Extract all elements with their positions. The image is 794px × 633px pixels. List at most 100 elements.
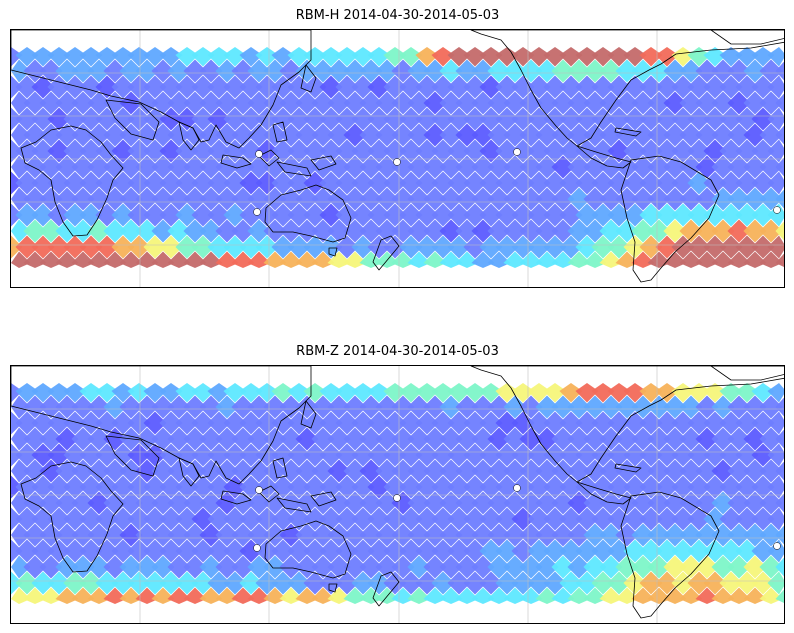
heat-cell — [783, 389, 784, 394]
heat-cell — [15, 171, 39, 195]
heat-cell — [415, 47, 439, 67]
heat-cell — [263, 155, 287, 179]
heat-cell — [479, 411, 503, 435]
heat-cell — [87, 491, 111, 515]
island-marker — [253, 208, 261, 216]
heat-cell — [263, 427, 287, 451]
coastline — [276, 497, 312, 513]
heat-cell — [663, 587, 687, 604]
heat-cell — [343, 523, 367, 547]
heat-cell — [295, 491, 319, 515]
heat-cell — [471, 187, 495, 211]
heat-cell — [543, 539, 567, 563]
heat-cell — [175, 47, 199, 67]
heat-cell — [607, 539, 631, 563]
heat-cell — [719, 107, 743, 131]
heat-cell — [703, 107, 727, 131]
heat-cell — [207, 539, 231, 563]
coastline — [220, 490, 252, 505]
coastline — [264, 520, 352, 579]
heat-cell — [687, 107, 711, 131]
heat-cell — [47, 139, 71, 163]
heat-cell — [103, 123, 127, 147]
heat-cell — [247, 251, 271, 268]
heat-cell — [519, 219, 543, 243]
heat-cell — [655, 75, 679, 99]
heat-cell — [103, 251, 127, 268]
heat-cell — [431, 507, 455, 531]
heat-cell — [495, 383, 519, 403]
heat-cell — [335, 443, 359, 467]
heat-cell — [711, 219, 735, 243]
heat-cell — [719, 47, 743, 67]
heat-cell — [271, 139, 295, 163]
heat-cell — [527, 475, 551, 499]
heat-cell — [551, 251, 575, 268]
heat-cell — [319, 139, 343, 163]
heat-cell — [759, 187, 783, 211]
heat-cell — [391, 523, 415, 547]
heat-cell — [247, 123, 271, 147]
heat-cell — [295, 91, 319, 115]
heat-cell — [687, 507, 711, 531]
heat-cell — [367, 507, 391, 531]
heat-cell — [79, 203, 103, 227]
heat-cell — [255, 75, 279, 99]
heat-cell — [151, 491, 175, 515]
heat-cell — [431, 571, 455, 595]
heat-cell — [31, 475, 55, 499]
heat-cell — [295, 219, 319, 243]
heat-cell — [631, 155, 655, 179]
heat-cell — [111, 139, 135, 163]
heat-cell — [351, 507, 375, 531]
map-panel-rbm-z — [10, 365, 785, 624]
heat-cell — [39, 587, 63, 604]
heat-cell — [151, 427, 175, 451]
heat-cell — [679, 187, 703, 211]
heat-cell — [679, 219, 703, 243]
heat-cell — [111, 235, 135, 259]
heat-cell — [703, 383, 727, 403]
heat-cell — [143, 571, 167, 595]
heat-cell — [47, 571, 71, 595]
heat-cell — [327, 219, 351, 243]
heat-cell — [607, 475, 631, 499]
heat-cell — [239, 139, 263, 163]
heat-cell — [711, 123, 735, 147]
heat-cell — [599, 491, 623, 515]
heat-cell — [335, 507, 359, 531]
heat-cell — [695, 251, 719, 268]
heat-cell — [303, 107, 327, 131]
heat-cell — [487, 491, 511, 515]
heat-cell — [71, 587, 95, 604]
heat-cell — [335, 411, 359, 435]
heat-cell — [399, 475, 423, 499]
heat-cell — [39, 219, 63, 243]
heat-cell — [447, 539, 471, 563]
heat-cell — [231, 395, 255, 419]
heat-cell — [367, 139, 391, 163]
heat-cell — [591, 203, 615, 227]
heat-cell — [631, 187, 655, 211]
heat-cell — [415, 539, 439, 563]
heat-cell — [103, 587, 127, 604]
heat-cell — [303, 539, 327, 563]
heat-cell — [559, 235, 583, 259]
heat-cell — [663, 187, 687, 211]
heat-cell — [31, 571, 55, 595]
heat-cell — [559, 383, 583, 403]
heat-cell — [559, 75, 583, 99]
heat-cell — [71, 523, 95, 547]
heat-cell — [783, 420, 784, 426]
heat-cell — [47, 475, 71, 499]
heat-cell — [479, 507, 503, 531]
heat-cell — [551, 555, 575, 579]
heat-cell — [751, 75, 775, 99]
heat-cell — [623, 539, 647, 563]
heat-cell — [31, 235, 55, 259]
heat-cell — [455, 155, 479, 179]
heat-cell — [279, 427, 303, 451]
heat-cell — [87, 187, 111, 211]
heat-cell — [687, 571, 711, 595]
heat-cell — [11, 187, 31, 211]
